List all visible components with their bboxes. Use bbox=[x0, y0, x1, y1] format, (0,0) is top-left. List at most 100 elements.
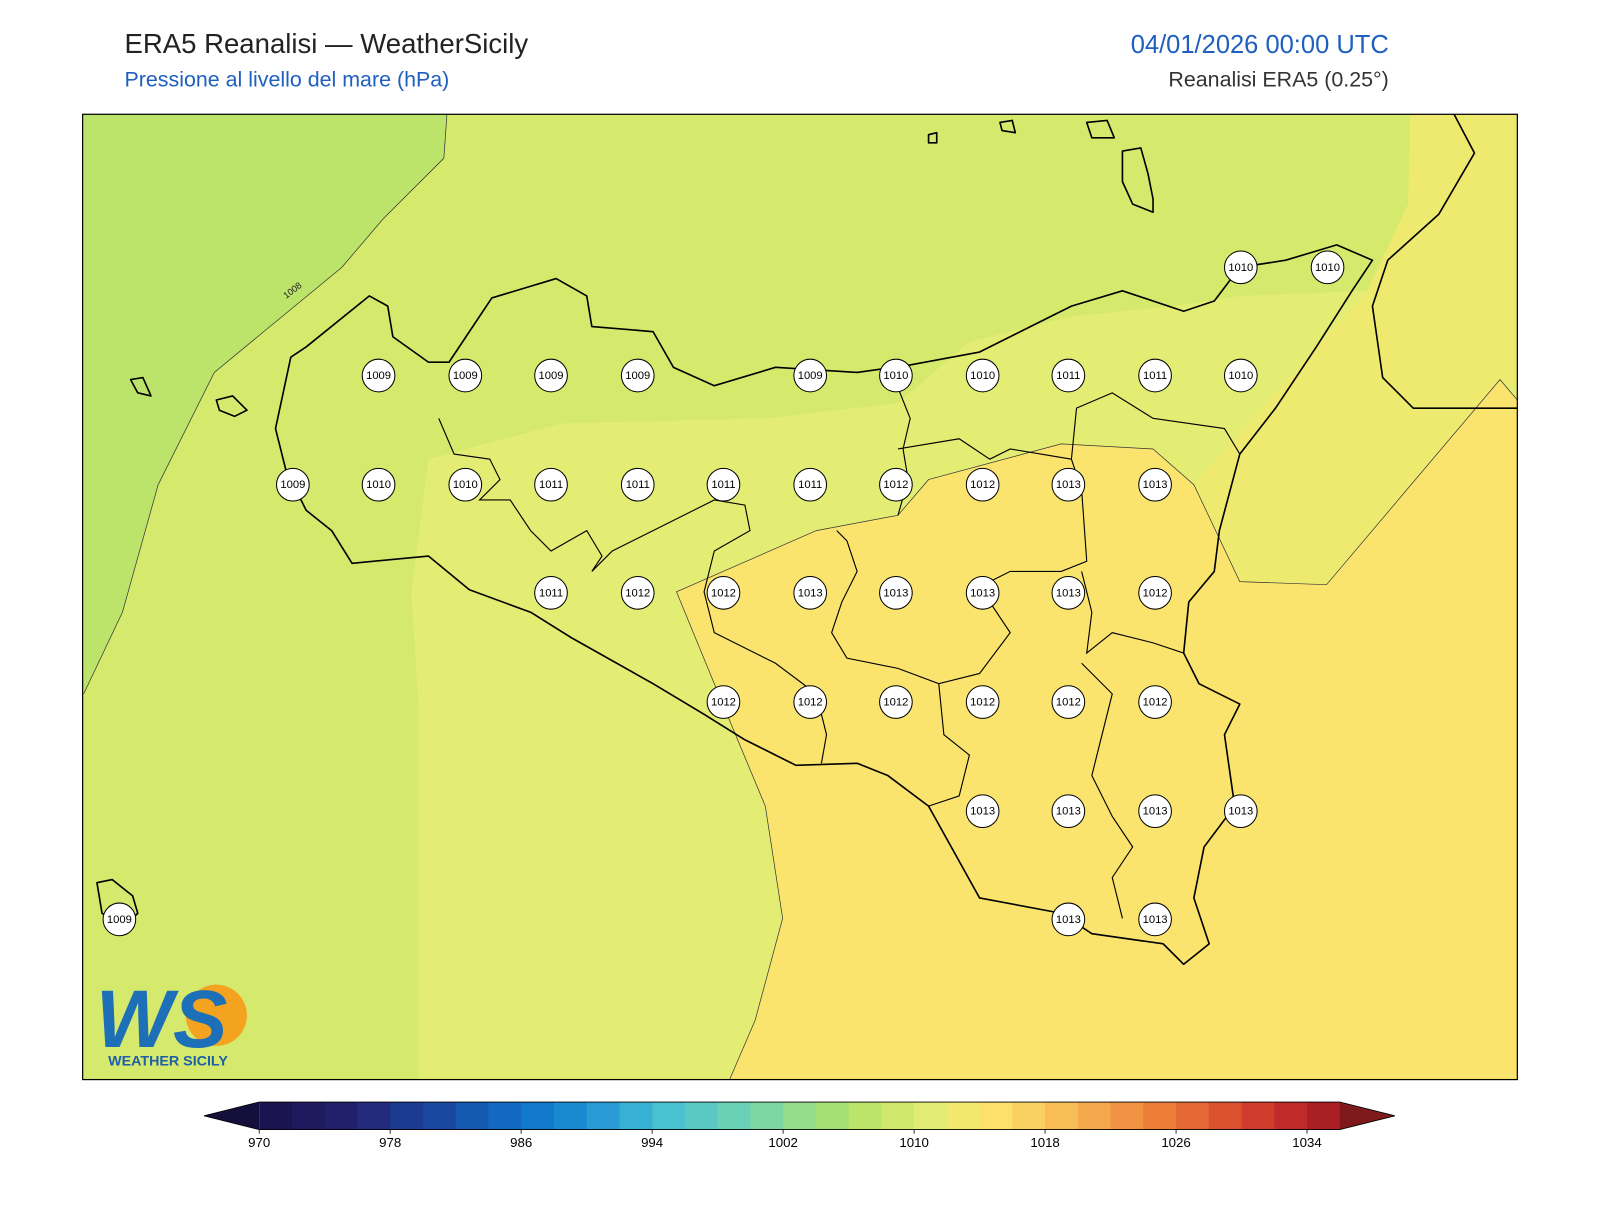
station-value: 1012 bbox=[970, 697, 995, 709]
logo-mark: WS bbox=[96, 974, 228, 1065]
station-value: 1012 bbox=[1143, 697, 1168, 709]
colorbar-segment bbox=[652, 1102, 686, 1130]
map bbox=[82, 114, 1518, 1080]
station-value: 1009 bbox=[107, 914, 132, 926]
station-marker bbox=[102, 902, 137, 937]
station-marker bbox=[534, 576, 568, 610]
title: ERA5 Reanalisi — WeatherSicily bbox=[124, 28, 528, 59]
colorbar-segment bbox=[390, 1102, 424, 1130]
colorbar-segment bbox=[750, 1102, 784, 1130]
logo-name: WEATHER SICILY bbox=[108, 1053, 228, 1069]
station-marker bbox=[879, 576, 913, 610]
station-value: 1011 bbox=[1056, 370, 1080, 382]
station-marker bbox=[1138, 902, 1172, 937]
station-marker bbox=[965, 685, 1000, 719]
station-marker bbox=[965, 358, 1000, 393]
colorbar-segment bbox=[488, 1102, 522, 1130]
station-value: 1013 bbox=[1056, 806, 1081, 818]
station-value: 1013 bbox=[883, 587, 908, 599]
station-marker bbox=[965, 794, 1000, 829]
station-value: 1013 bbox=[970, 587, 995, 599]
colorbar-segment bbox=[848, 1102, 882, 1130]
station-value: 1013 bbox=[1143, 806, 1168, 818]
station-value: 1013 bbox=[1228, 806, 1253, 818]
station-value: 1013 bbox=[1056, 587, 1081, 599]
figure-content: ERA5 Reanalisi — WeatherSicily Pressione… bbox=[82, 28, 1518, 1150]
station-value: 1013 bbox=[1143, 914, 1168, 926]
subtitle: Pressione al livello del mare (hPa) bbox=[124, 68, 449, 92]
station-marker bbox=[1051, 685, 1086, 719]
pressure-field bbox=[1193, 114, 1518, 585]
station-marker bbox=[1138, 358, 1172, 393]
colorbar-segment bbox=[553, 1102, 588, 1130]
colorbar-segment bbox=[1110, 1102, 1144, 1130]
station-marker bbox=[706, 685, 741, 719]
colorbar-segment bbox=[881, 1102, 915, 1130]
colorbar-segment bbox=[1307, 1102, 1341, 1130]
station-marker bbox=[793, 685, 828, 719]
station-value: 1009 bbox=[625, 370, 650, 382]
station-value: 1012 bbox=[625, 587, 650, 599]
colorbar-segment bbox=[1241, 1102, 1275, 1130]
station-marker bbox=[879, 685, 913, 719]
station-value: 1010 bbox=[1315, 262, 1340, 274]
colorbar-segment bbox=[1208, 1102, 1242, 1130]
station-marker bbox=[534, 467, 568, 502]
colorbar-segment bbox=[1274, 1102, 1308, 1130]
colorbar-segment bbox=[291, 1102, 326, 1130]
station-marker bbox=[620, 358, 655, 393]
station-marker bbox=[448, 358, 483, 393]
colorbar-segment bbox=[259, 1102, 293, 1130]
station-marker bbox=[534, 358, 568, 393]
station-marker bbox=[1051, 576, 1086, 610]
station-value: 1012 bbox=[970, 479, 995, 491]
station-value: 1011 bbox=[539, 479, 563, 491]
colorbar-segment bbox=[1077, 1102, 1111, 1130]
colorbar-tick-label: 978 bbox=[379, 1135, 401, 1150]
station-marker bbox=[1223, 794, 1258, 829]
station-marker bbox=[793, 576, 828, 610]
colorbar-segment bbox=[783, 1102, 817, 1130]
colorbar-segment bbox=[717, 1102, 751, 1130]
station-marker bbox=[706, 576, 741, 610]
station-value: 1013 bbox=[1143, 479, 1168, 491]
station-marker bbox=[965, 467, 1000, 502]
station-marker bbox=[1138, 685, 1172, 719]
station-value: 1013 bbox=[1056, 479, 1081, 491]
colorbar-segment bbox=[619, 1102, 653, 1130]
station-value: 1010 bbox=[1228, 262, 1253, 274]
province-border bbox=[438, 387, 1241, 919]
station-value: 1012 bbox=[1056, 697, 1081, 709]
station-value: 1013 bbox=[798, 587, 823, 599]
colorbar-segment bbox=[586, 1102, 620, 1130]
station-value: 1010 bbox=[970, 370, 995, 382]
station-marker bbox=[706, 467, 741, 502]
station-marker bbox=[965, 576, 1000, 610]
station-marker bbox=[1223, 250, 1258, 285]
colorbar-segment bbox=[684, 1102, 719, 1130]
colorbar-tick-label: 970 bbox=[248, 1135, 270, 1150]
station-marker bbox=[1223, 358, 1258, 393]
contour-line bbox=[676, 379, 1518, 1080]
datetime: 04/01/2026 00:00 UTC bbox=[1131, 31, 1389, 59]
station-marker bbox=[620, 576, 655, 610]
station-marker bbox=[793, 467, 828, 502]
logo-sun bbox=[185, 984, 247, 1046]
station-marker bbox=[1051, 794, 1086, 829]
colorbar-segment bbox=[455, 1102, 489, 1130]
station-marker bbox=[448, 467, 483, 502]
station-value: 1012 bbox=[711, 587, 736, 599]
station-marker bbox=[1138, 576, 1172, 610]
colorbar-segment bbox=[1045, 1102, 1079, 1130]
colorbar-tick-label: 1002 bbox=[768, 1135, 797, 1150]
colorbar-segment bbox=[324, 1102, 358, 1130]
station-marker bbox=[793, 358, 828, 393]
colorbar-tick-label: 1026 bbox=[1161, 1135, 1190, 1150]
colorbar-segment bbox=[946, 1102, 980, 1130]
colorbar-segment bbox=[1176, 1102, 1210, 1130]
station-value: 1009 bbox=[798, 370, 823, 382]
colorbar-segment bbox=[914, 1102, 948, 1130]
station-value: 1013 bbox=[1056, 914, 1081, 926]
